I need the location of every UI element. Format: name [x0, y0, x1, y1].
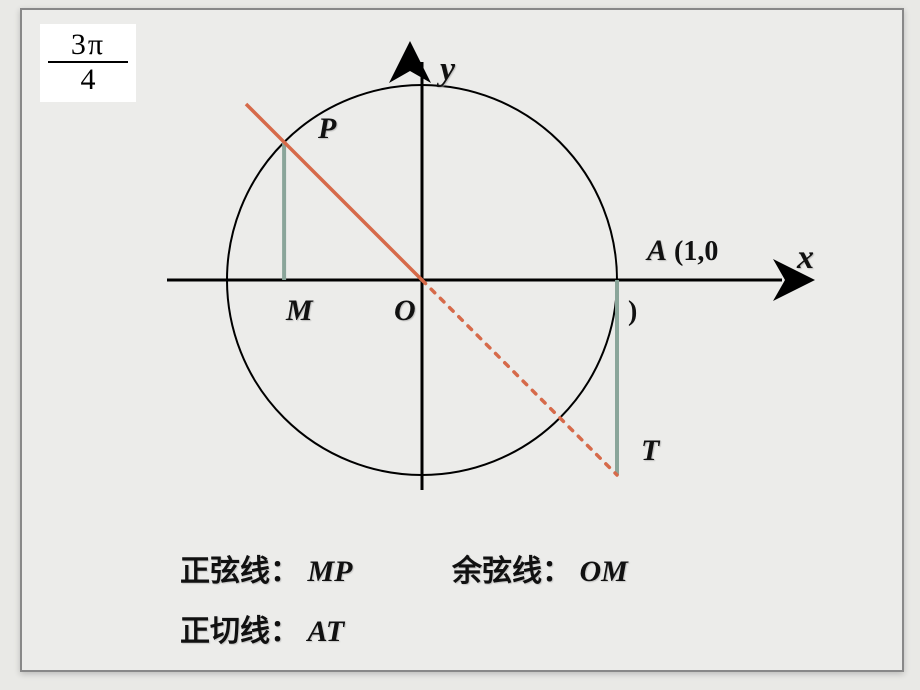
label-x-axis: x	[796, 239, 814, 276]
label-P: P	[317, 112, 337, 145]
label-T: T	[641, 434, 661, 467]
line-OP-dotted	[422, 280, 617, 475]
caption-sine: 正弦线： MP	[180, 546, 353, 590]
caption-tangent-var: AT	[308, 615, 345, 648]
caption-tangent-prefix: 正切线：	[180, 615, 300, 648]
label-A-coord-top: (1,0	[674, 236, 718, 267]
caption-cosine-var: OM	[580, 555, 628, 588]
caption-cosine-prefix: 余弦线：	[452, 555, 572, 588]
diagram-frame: 3π 4 y x P M O T A	[20, 8, 904, 672]
caption-cosine: 余弦线： OM	[452, 546, 628, 590]
caption-sine-var: MP	[308, 555, 353, 588]
caption-sine-prefix: 正弦线：	[180, 555, 300, 588]
label-A: A	[645, 234, 667, 267]
label-O: O	[394, 294, 416, 327]
caption-tangent: 正切线： AT	[180, 606, 344, 650]
label-A-coord-bot: )	[628, 296, 637, 327]
label-M: M	[285, 294, 314, 327]
label-y-axis: y	[436, 51, 456, 88]
